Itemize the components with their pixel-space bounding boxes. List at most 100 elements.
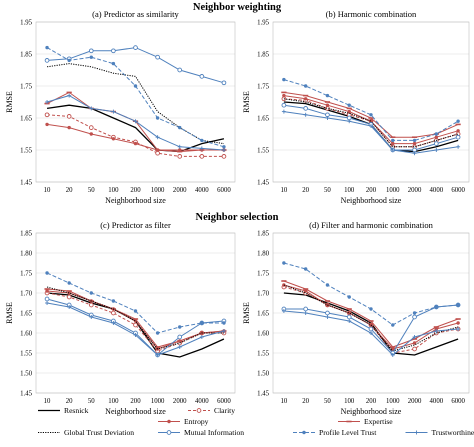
data-point (412, 335, 417, 339)
legend-item-profile-level-trust: Profile Level Trust (293, 428, 377, 437)
legend-label: Global Trust Deviation (64, 428, 134, 437)
data-point (347, 119, 352, 124)
x-axis-label: Neighborhood size (341, 407, 402, 416)
data-point (282, 93, 286, 98)
x-tick-label: 100 (108, 187, 119, 194)
data-point (177, 67, 183, 73)
series-trustworthiness (45, 301, 226, 357)
series-profile-level-trust (45, 45, 226, 149)
plot-frame (35, 21, 236, 183)
series-clarity (44, 112, 227, 159)
y-tick-label: 1.75 (20, 270, 32, 277)
y-tick-label: 1.60 (257, 330, 269, 337)
data-point (45, 271, 49, 275)
y-axis-label: RMSE (242, 302, 251, 324)
data-point (303, 306, 309, 312)
y-tick-label: 1.55 (257, 350, 269, 357)
x-tick-label: 4000 (430, 398, 444, 405)
data-point (346, 314, 352, 320)
y-axis-label: RMSE (242, 91, 251, 113)
y-tick-label: 1.85 (257, 51, 269, 58)
data-point (67, 93, 72, 98)
legend-item-mutual-information: Mutual Information (158, 428, 244, 437)
data-point (155, 150, 160, 156)
x-tick-label: 20 (66, 398, 73, 405)
y-tick-label: 1.75 (20, 83, 32, 90)
legend-label: Entropy (184, 417, 209, 426)
y-tick-label: 1.70 (257, 290, 269, 297)
y-tick-label: 1.65 (257, 115, 269, 122)
data-point (155, 54, 160, 60)
y-tick-label: 1.45 (257, 179, 269, 186)
data-point (221, 80, 227, 86)
legend-marker (196, 408, 202, 413)
data-point (155, 353, 160, 357)
data-point (347, 103, 351, 107)
y-tick-label: 1.95 (257, 19, 269, 26)
y-tick-label: 1.60 (20, 330, 32, 337)
data-point (155, 116, 160, 120)
data-point (221, 148, 226, 152)
series-resnick (46, 104, 225, 153)
data-point (325, 103, 330, 107)
panel-title: (d) Filter and harmonic combination (309, 220, 433, 230)
data-point (347, 295, 351, 299)
panel-title: (b) Harmonic combination (326, 9, 417, 19)
y-tick-label: 1.85 (20, 230, 32, 237)
data-point (369, 331, 373, 335)
series-line-clarity (47, 114, 224, 157)
legend-label: Expertise (364, 417, 393, 426)
data-point (456, 327, 461, 331)
y-tick-label: 1.65 (20, 310, 32, 317)
series-trustworthiness (281, 109, 461, 156)
data-point (67, 125, 71, 130)
data-point (67, 281, 71, 285)
data-point (281, 96, 287, 102)
data-point (412, 314, 417, 320)
y-tick-label: 1.45 (257, 390, 269, 397)
series-global-trust-deviation (283, 284, 459, 352)
data-point (111, 321, 116, 325)
data-point (456, 144, 461, 149)
y-tick-label: 1.55 (20, 350, 32, 357)
data-point (111, 137, 116, 141)
y-tick-label: 1.80 (20, 250, 32, 257)
data-point (282, 77, 286, 82)
legend-item-resnick: Resnick (38, 406, 89, 415)
legend-item-clarity: Clarity (188, 406, 235, 415)
x-tick-label: 6000 (217, 187, 231, 194)
data-point (177, 334, 183, 340)
series-line-global-trust-deviation (283, 284, 459, 352)
data-point (44, 112, 50, 118)
data-point (412, 341, 417, 345)
data-point (325, 315, 330, 319)
data-point (199, 146, 204, 151)
x-tick-label: 100 (344, 398, 355, 405)
data-point (133, 84, 138, 88)
data-point (390, 353, 395, 357)
data-point (281, 309, 286, 313)
x-tick-label: 4000 (195, 187, 209, 194)
x-axis-label: Neighborhood size (105, 407, 166, 416)
data-point (133, 309, 138, 313)
y-tick-label: 1.50 (20, 370, 32, 377)
x-tick-label: 50 (88, 187, 95, 194)
data-point (412, 141, 417, 146)
x-tick-label: 10 (44, 187, 51, 194)
data-point (369, 307, 373, 311)
data-point (177, 345, 182, 349)
series-entropy (282, 93, 460, 146)
series-profile-level-trust (45, 271, 226, 335)
data-point (177, 144, 182, 149)
series-mutual-information (44, 45, 227, 86)
data-point (111, 299, 116, 303)
data-point (325, 283, 330, 287)
data-point (45, 301, 50, 305)
series-trustworthiness (45, 93, 226, 152)
data-point (66, 114, 72, 119)
legend-label: Profile Level Trust (319, 428, 377, 437)
data-point (200, 138, 204, 143)
data-point (303, 106, 309, 111)
y-tick-label: 1.75 (257, 270, 269, 277)
